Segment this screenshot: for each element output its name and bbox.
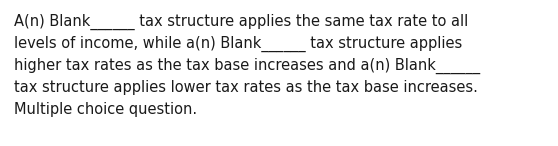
Text: higher tax rates as the tax base increases and a(n) Blank______: higher tax rates as the tax base increas… xyxy=(14,58,480,74)
Text: levels of income, while a(n) Blank______ tax structure applies: levels of income, while a(n) Blank______… xyxy=(14,36,462,52)
Text: A(n) Blank______ tax structure applies the same tax rate to all: A(n) Blank______ tax structure applies t… xyxy=(14,14,468,30)
Text: tax structure applies lower tax rates as the tax base increases.: tax structure applies lower tax rates as… xyxy=(14,80,478,95)
Text: Multiple choice question.: Multiple choice question. xyxy=(14,102,197,117)
